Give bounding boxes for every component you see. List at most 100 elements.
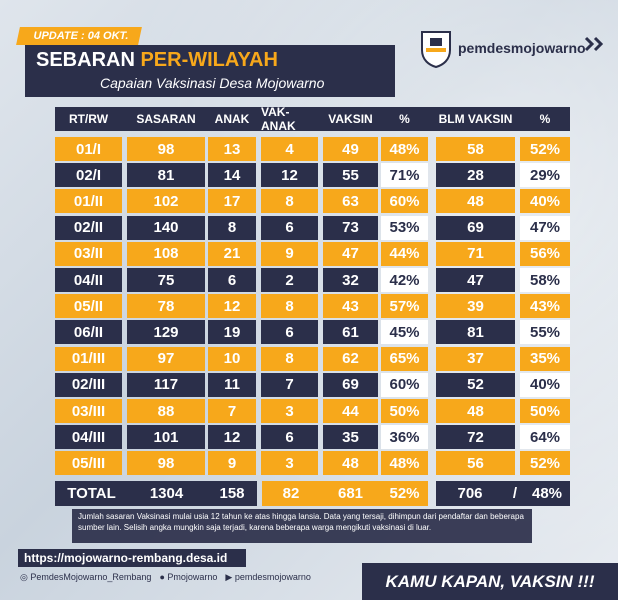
table-cell: 02/I xyxy=(55,163,122,188)
table-cell: 04/II xyxy=(55,268,122,292)
table-cell: 35% xyxy=(520,346,570,371)
table-cell: 6 xyxy=(261,320,318,345)
column-header: ANAK xyxy=(214,112,250,126)
table-cell: 63 xyxy=(323,189,378,214)
table-cell: 140 xyxy=(127,215,205,240)
title-part: PER-WILAYAH xyxy=(140,49,278,71)
table-cell: 48% xyxy=(381,451,428,476)
twitter-handle: Pmojowarno xyxy=(167,572,218,582)
table-cell: 44 xyxy=(323,399,378,423)
table-cell: 81 xyxy=(127,163,205,188)
table-cell: 37 xyxy=(436,346,515,371)
table-cell: 4 xyxy=(261,137,318,161)
table-cell: 40% xyxy=(520,189,570,214)
table-cell: 32 xyxy=(323,268,378,292)
table-cell: 11 xyxy=(208,372,256,397)
total-cell: 681 xyxy=(337,485,364,502)
table-cell: 47% xyxy=(520,215,570,240)
table-cell: 48 xyxy=(323,451,378,476)
table-cell: 7 xyxy=(208,399,256,423)
table-cell: 75 xyxy=(127,268,205,292)
total-bg xyxy=(262,481,428,506)
table-cell: 72 xyxy=(436,425,515,450)
table-cell: 42% xyxy=(381,268,428,292)
total-bg xyxy=(436,481,570,506)
socials: ◎ PemdesMojowarno_Rembang ● Pmojowarno ▶… xyxy=(20,572,311,583)
total-cell: 52% xyxy=(389,485,420,502)
table-cell: 7 xyxy=(261,372,318,397)
table-cell: 02/II xyxy=(55,215,122,240)
brand: pemdesmojowarno xyxy=(458,40,586,56)
table-cell: 9 xyxy=(261,241,318,266)
column-header: BLM VAKSIN xyxy=(438,112,513,126)
subtitle: Capaian Vaksinasi Desa Mojowarno xyxy=(100,75,325,91)
column-header: RT/RW xyxy=(68,112,109,126)
table-cell: 60% xyxy=(381,189,428,214)
update-date: UPDATE : 04 OKT. 2021 xyxy=(33,30,129,58)
table-cell: 48 xyxy=(436,399,515,423)
table-cell: 64% xyxy=(520,425,570,450)
title: SEBARAN PER-WILAYAH xyxy=(36,49,278,72)
table-cell: 52 xyxy=(436,372,515,397)
table-cell: 43% xyxy=(520,294,570,319)
total-cell: / xyxy=(512,485,518,502)
table-cell: 12 xyxy=(261,163,318,188)
table-cell: 39 xyxy=(436,294,515,319)
table-cell: 43 xyxy=(323,294,378,319)
table-cell: 6 xyxy=(261,215,318,240)
table-cell: 55% xyxy=(520,320,570,345)
table-cell: 108 xyxy=(127,241,205,266)
table-cell: 57% xyxy=(381,294,428,319)
table-cell: 8 xyxy=(261,189,318,214)
table-cell: 88 xyxy=(127,399,205,423)
table-cell: 69 xyxy=(436,215,515,240)
table-cell: 52% xyxy=(520,451,570,476)
table-cell: 01/II xyxy=(55,189,122,214)
header-bar xyxy=(55,107,570,131)
instagram-handle: PemdesMojowarno_Rembang xyxy=(30,572,152,582)
table-cell: 29% xyxy=(520,163,570,188)
table-cell: 05/II xyxy=(55,294,122,319)
column-header: % xyxy=(399,112,410,126)
table-cell: 6 xyxy=(261,425,318,450)
table-cell: 47 xyxy=(323,241,378,266)
table-cell: 01/III xyxy=(55,346,122,371)
table-cell: 62 xyxy=(323,346,378,371)
note: Jumlah sasaran Vaksinasi mulai usia 12 t… xyxy=(72,509,532,543)
table-cell: 02/III xyxy=(55,372,122,397)
table-cell: 48% xyxy=(381,137,428,161)
table-cell: 73 xyxy=(323,215,378,240)
youtube-handle: pemdesmojowarno xyxy=(234,572,311,582)
total-cell: 1304 xyxy=(149,485,184,502)
slogan: KAMU KAPAN, VAKSIN !!! xyxy=(362,563,618,600)
instagram: ◎ PemdesMojowarno_Rembang xyxy=(20,572,152,582)
table-cell: 52% xyxy=(520,137,570,161)
table-cell: 8 xyxy=(261,346,318,371)
table-cell: 03/III xyxy=(55,399,122,423)
table-cell: 8 xyxy=(261,294,318,319)
table-cell: 05/III xyxy=(55,451,122,476)
total-cell: 48% xyxy=(531,485,563,502)
table-cell: 61 xyxy=(323,320,378,345)
table-cell: 14 xyxy=(208,163,256,188)
table-cell: 49 xyxy=(323,137,378,161)
table-cell: 12 xyxy=(208,425,256,450)
total-cell: 706 xyxy=(457,485,483,502)
table-cell: 45% xyxy=(381,320,428,345)
table-cell: 12 xyxy=(208,294,256,319)
table-cell: 50% xyxy=(520,399,570,423)
table-cell: 58% xyxy=(520,268,570,292)
table-cell: 69 xyxy=(323,372,378,397)
table-cell: 28 xyxy=(436,163,515,188)
table-cell: 3 xyxy=(261,399,318,423)
total-bg xyxy=(55,481,257,506)
table-cell: 13 xyxy=(208,137,256,161)
column-header: VAKSIN xyxy=(328,112,373,126)
table-cell: 71% xyxy=(381,163,428,188)
arrows xyxy=(584,36,604,52)
table-cell: 2 xyxy=(261,268,318,292)
table-cell: 03/II xyxy=(55,241,122,266)
youtube: ▶ pemdesmojowarno xyxy=(225,572,311,582)
table-cell: 6 xyxy=(208,268,256,292)
